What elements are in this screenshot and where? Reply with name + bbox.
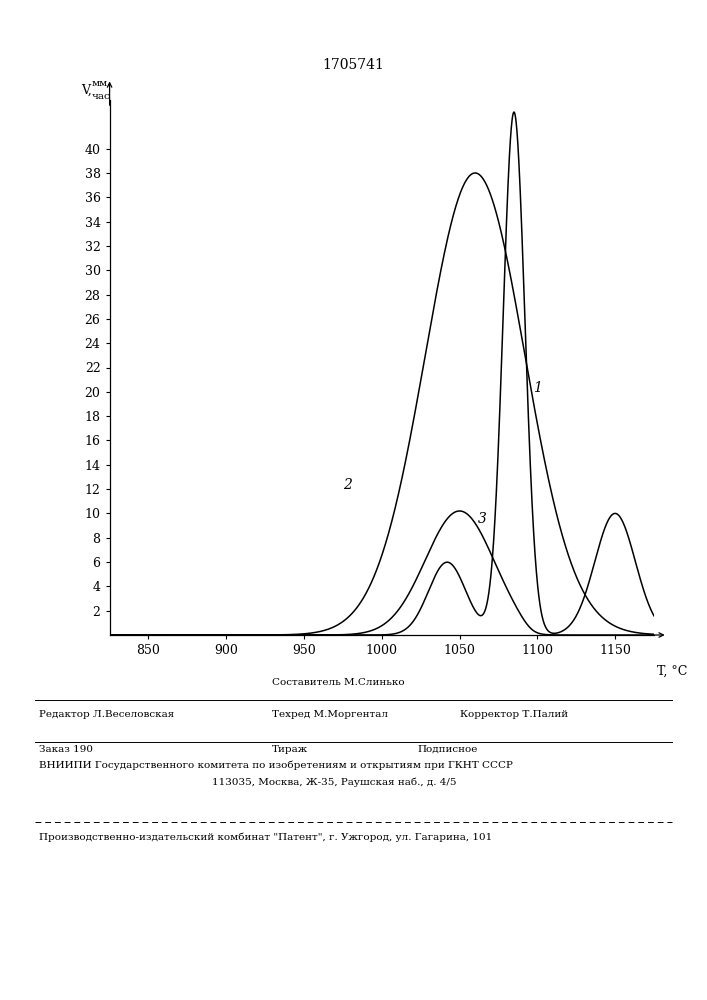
Text: Заказ 190: Заказ 190 [39, 745, 93, 754]
Text: Корректор Т.Палий: Корректор Т.Палий [460, 710, 568, 719]
Text: час: час [92, 92, 111, 101]
Text: Тираж: Тираж [272, 745, 308, 754]
Text: мм: мм [92, 79, 108, 88]
Text: Техред М.Моргентал: Техред М.Моргентал [272, 710, 388, 719]
Text: 3: 3 [478, 512, 487, 526]
Text: 113035, Москва, Ж-35, Раушская наб., д. 4/5: 113035, Москва, Ж-35, Раушская наб., д. … [212, 778, 457, 787]
Text: 1705741: 1705741 [322, 58, 385, 72]
Text: ВНИИПИ Государственного комитета по изобретениям и открытиям при ГКНТ СССР: ВНИИПИ Государственного комитета по изоб… [39, 760, 513, 770]
Text: V,: V, [81, 84, 92, 97]
Text: Производственно-издательский комбинат "Патент", г. Ужгород, ул. Гагарина, 101: Производственно-издательский комбинат "П… [39, 832, 492, 842]
Text: Подписное: Подписное [417, 745, 477, 754]
Text: Редактор Л.Веселовская: Редактор Л.Веселовская [39, 710, 174, 719]
Text: T, °С: T, °С [657, 664, 687, 677]
Text: Составитель М.Слинько: Составитель М.Слинько [272, 678, 405, 687]
Text: 1: 1 [532, 381, 542, 395]
Text: 2: 2 [343, 478, 352, 492]
